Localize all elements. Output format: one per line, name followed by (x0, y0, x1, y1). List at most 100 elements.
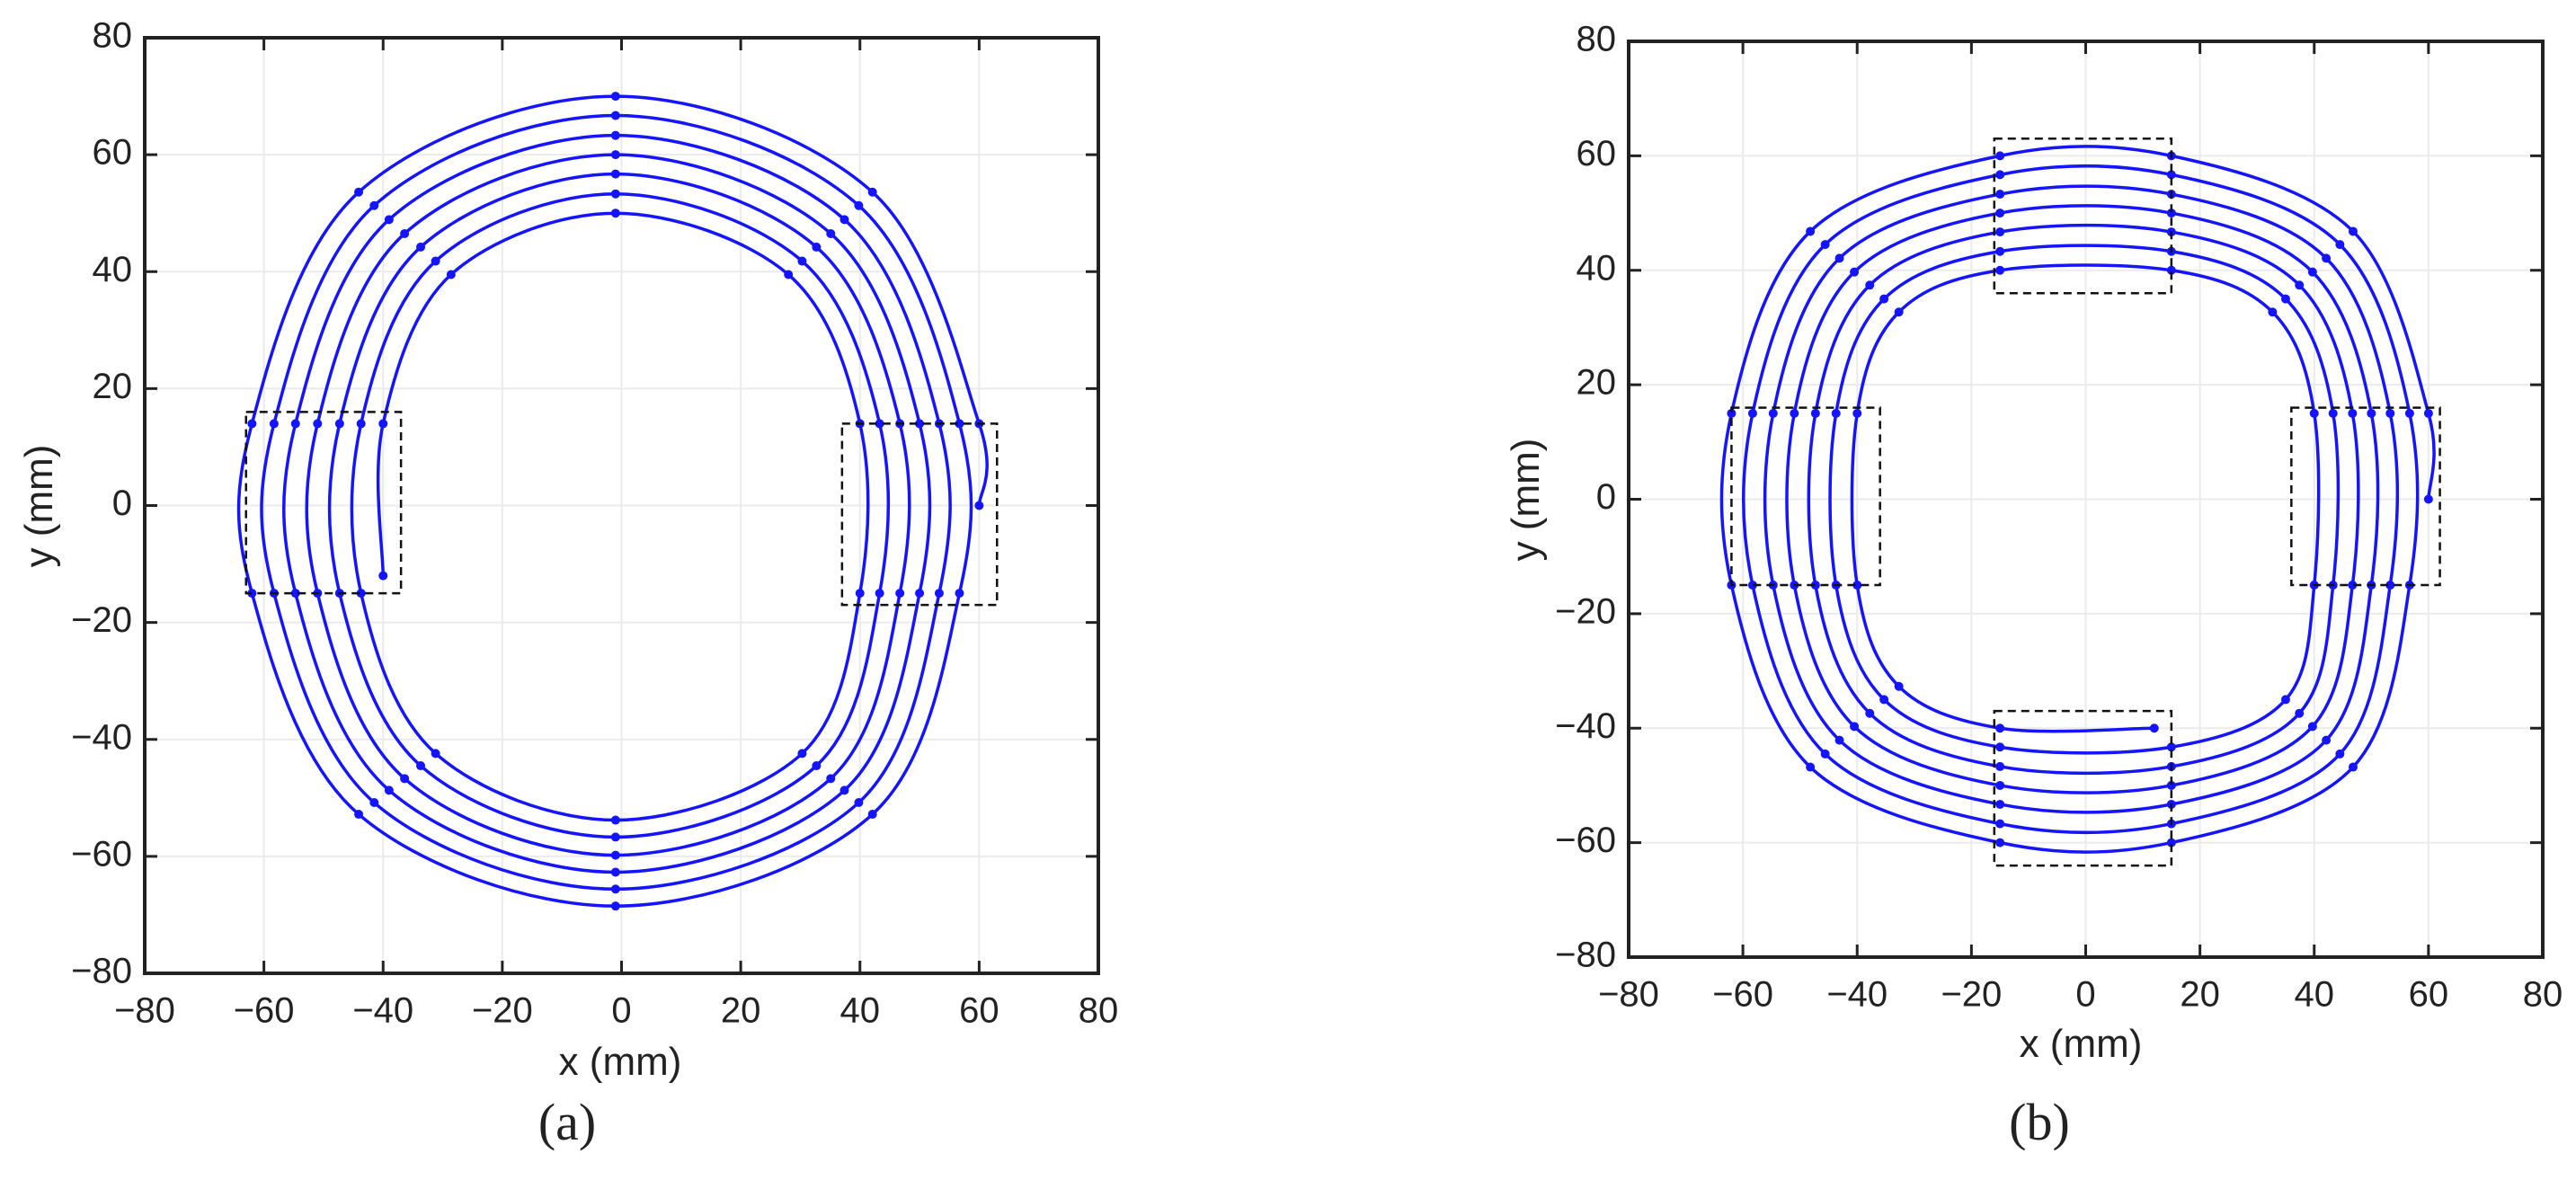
toolpath-point (1894, 681, 1904, 691)
toolpath-point (1865, 280, 1875, 290)
toolpath-point (610, 169, 620, 179)
toolpath-point (2385, 581, 2395, 590)
toolpath-point (1995, 151, 2005, 161)
toolpath-point (1995, 780, 2005, 790)
toolpath-point (915, 419, 925, 429)
y-tick-label: −60 (1555, 821, 1616, 860)
toolpath-point (2149, 723, 2159, 733)
toolpath-point (839, 215, 849, 225)
toolpath-point (1852, 581, 1862, 590)
toolpath-point (1995, 190, 2005, 200)
toolpath-line (1719, 145, 2436, 854)
toolpath-line (236, 94, 989, 908)
toolpath-point (855, 589, 865, 599)
toolpath-point (369, 200, 379, 210)
toolpath-point (1995, 838, 2005, 847)
x-tick-label: 80 (1079, 991, 1119, 1031)
toolpath-point (784, 270, 794, 280)
x-tick-label: −80 (114, 991, 175, 1031)
toolpath-point (1995, 761, 2005, 771)
x-tick-label: 20 (2180, 975, 2220, 1015)
x-axis-label: x (mm) (559, 1040, 682, 1084)
toolpath-point (867, 810, 877, 820)
toolpath-point (354, 187, 364, 197)
toolpath-point (1995, 209, 2005, 218)
toolpath-point (610, 130, 620, 140)
toolpath-point (313, 419, 323, 429)
x-tick-label: 60 (2409, 975, 2449, 1015)
toolpath-point (2335, 240, 2345, 250)
toolpath-point (1879, 695, 1889, 705)
toolpath-point (1894, 307, 1904, 317)
y-tick-label: −60 (71, 834, 132, 874)
toolpath-point (1834, 253, 1844, 263)
toolpath-point (2404, 408, 2414, 418)
y-axis-label: y (mm) (17, 445, 61, 568)
toolpath-point (400, 228, 410, 238)
toolpath-point (2295, 280, 2305, 290)
toolpath-point (247, 419, 257, 429)
x-tick-label: −40 (352, 991, 413, 1031)
toolpath-point (2423, 408, 2433, 418)
y-tick-label: −20 (1555, 591, 1616, 631)
toolpath-point (2348, 408, 2358, 418)
toolpath-point (1995, 723, 2005, 733)
toolpath-point (431, 256, 440, 266)
subplot-caption: (b) (2009, 1093, 2070, 1151)
toolpath-point (2367, 408, 2376, 418)
x-tick-label: −40 (1826, 975, 1888, 1015)
toolpath-point (416, 761, 426, 771)
toolpath-point (384, 215, 394, 225)
toolpath-point (1820, 749, 1830, 759)
x-tick-label: 60 (959, 991, 999, 1031)
toolpath-point (2280, 294, 2290, 304)
toolpath-point (431, 749, 440, 759)
toolpath-point (2166, 838, 2176, 847)
toolpath-point (854, 200, 864, 210)
x-tick-label: −60 (234, 991, 295, 1031)
toolpath-point (2348, 762, 2358, 772)
toolpath-point (1995, 819, 2005, 829)
toolpath-point (875, 419, 884, 429)
toolpath-point (356, 419, 366, 429)
axes-frame (1627, 40, 2545, 959)
toolpath-point (1820, 240, 1830, 250)
toolpath-point (369, 798, 379, 808)
toolpath-point (2307, 722, 2317, 732)
toolpath-point (247, 589, 257, 599)
toolpath-point (1747, 581, 1757, 590)
toolpath-point (934, 589, 944, 599)
toolpath-point (610, 901, 620, 911)
toolpath-point (1995, 265, 2005, 275)
x-tick-label: 40 (2295, 975, 2335, 1015)
y-tick-label: −20 (71, 600, 132, 640)
toolpath-point (2280, 695, 2290, 705)
y-tick-label: 20 (93, 367, 133, 406)
toolpath-point (2335, 749, 2345, 759)
x-tick-label: −80 (1598, 975, 1659, 1015)
y-tick-label: −80 (71, 952, 132, 991)
toolpath-point (610, 884, 620, 894)
toolpath-point (610, 867, 620, 877)
toolpath-point (610, 111, 620, 120)
x-axis-label: x (mm) (2020, 1022, 2143, 1066)
toolpath-point (2385, 408, 2395, 418)
toolpath-point (2166, 780, 2176, 790)
toolpath-point (839, 785, 849, 795)
toolpath-point (1850, 267, 1860, 277)
toolpath-point (1768, 408, 1778, 418)
toolpath-point (812, 242, 822, 252)
toolpath-point (1879, 294, 1889, 304)
toolpath-point (797, 256, 807, 266)
toolpath-point (797, 749, 807, 759)
toolpath-point (290, 589, 300, 599)
x-tick-label: 40 (840, 991, 881, 1031)
toolpath-point (1806, 762, 1816, 772)
toolpath-point (610, 189, 620, 199)
toolpath-point (378, 419, 388, 429)
toolpath-point (356, 589, 366, 599)
dashed-region (244, 411, 403, 595)
toolpath-point (354, 810, 364, 820)
